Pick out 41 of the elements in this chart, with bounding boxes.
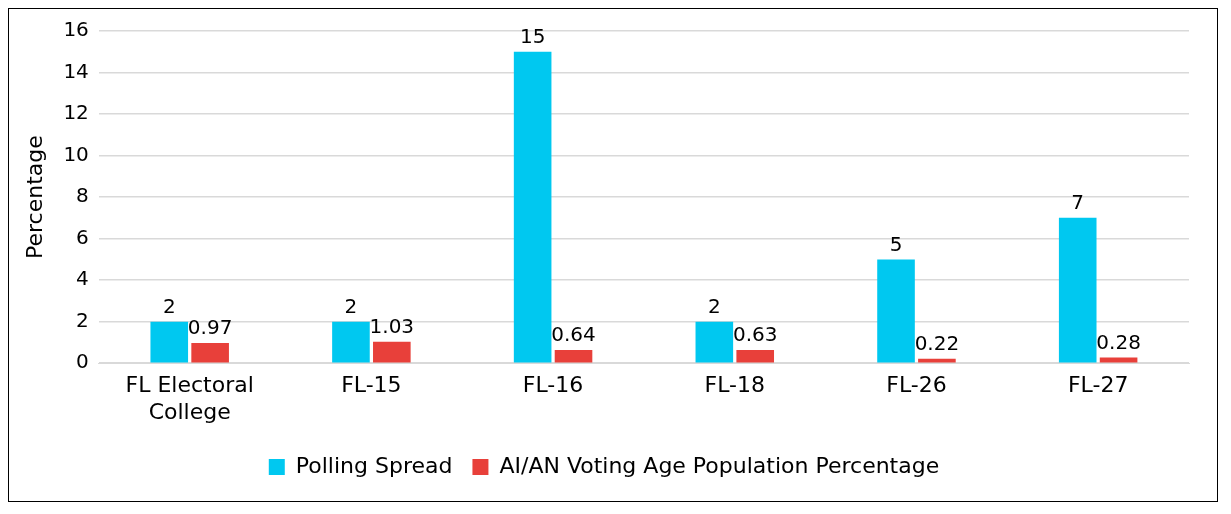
data-label: 0.22 bbox=[914, 330, 960, 355]
bar bbox=[513, 51, 552, 363]
data-label: 15 bbox=[519, 23, 546, 48]
data-label: 2 bbox=[707, 293, 721, 318]
bar bbox=[736, 350, 775, 363]
bar bbox=[373, 341, 411, 363]
data-label: 0.28 bbox=[1096, 329, 1141, 354]
x-tick-label: FL Electoral College bbox=[125, 372, 254, 424]
data-label: 2 bbox=[162, 293, 176, 318]
y-axis-title: Percentage bbox=[21, 135, 47, 259]
bar bbox=[332, 321, 370, 363]
data-label: 1.03 bbox=[369, 314, 415, 339]
data-label: 0.64 bbox=[551, 322, 596, 347]
bar bbox=[191, 343, 229, 363]
y-tick-label: 10 bbox=[63, 141, 89, 166]
y-tick-label: 14 bbox=[63, 58, 89, 83]
y-tick-label: 6 bbox=[76, 224, 89, 249]
x-tick-label: FL-16 bbox=[522, 372, 584, 398]
y-tick-label: 12 bbox=[63, 100, 89, 125]
bar bbox=[877, 259, 915, 363]
y-tick-label: 4 bbox=[76, 266, 89, 291]
legend-label: Polling Spread bbox=[295, 452, 453, 478]
bar bbox=[1099, 357, 1138, 363]
data-label: 2 bbox=[344, 293, 358, 318]
y-tick-label: 8 bbox=[76, 183, 89, 208]
data-label: 0.97 bbox=[187, 315, 233, 340]
data-label: 0.63 bbox=[732, 322, 778, 347]
x-tick-label: FL-15 bbox=[341, 372, 402, 398]
y-tick-label: 16 bbox=[63, 17, 89, 42]
x-tick-label: FL-27 bbox=[1067, 372, 1129, 398]
data-label: 5 bbox=[889, 231, 903, 256]
bar bbox=[150, 321, 189, 363]
bar bbox=[695, 321, 734, 363]
y-tick-label: 2 bbox=[76, 307, 89, 332]
legend-label: AI/AN Voting Age Population Percentage bbox=[499, 452, 940, 478]
data-label: 7 bbox=[1071, 190, 1085, 215]
bar bbox=[554, 349, 593, 363]
y-tick-label: 0 bbox=[76, 349, 89, 374]
x-tick-label: FL-26 bbox=[886, 372, 947, 398]
bar bbox=[1058, 217, 1097, 363]
x-tick-label: FL-18 bbox=[704, 372, 765, 398]
